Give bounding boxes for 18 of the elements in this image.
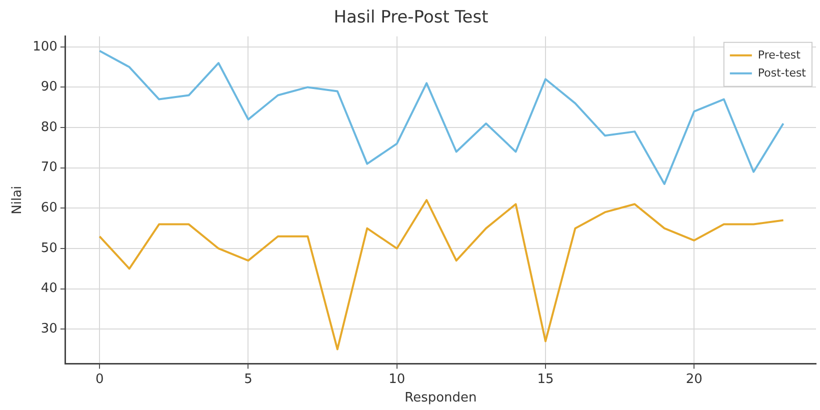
legend-label: Post-test	[758, 66, 807, 80]
y-tick-label: 90	[40, 80, 58, 95]
y-tick-label: 30	[40, 322, 58, 336]
y-tick-label: 100	[32, 39, 58, 54]
x-tick-label: 10	[388, 372, 406, 387]
x-tick-label: 20	[686, 372, 702, 387]
x-axis-title: Responden	[404, 390, 477, 406]
y-tick-label: 80	[40, 120, 58, 135]
x-tick-label: 0	[95, 372, 104, 387]
y-tick-label: 50	[40, 240, 58, 256]
chart-title: Hasil Pre-Post Test	[334, 8, 489, 28]
y-tick-label: 70	[40, 160, 58, 176]
y-tick-label: 60	[40, 200, 58, 216]
legend-label: Pre-test	[758, 48, 802, 62]
x-tick-label: 15	[537, 372, 554, 387]
y-tick-label: 40	[40, 281, 58, 296]
x-tick-label: 5	[244, 372, 252, 387]
y-axis-title: Nilai	[10, 186, 26, 214]
